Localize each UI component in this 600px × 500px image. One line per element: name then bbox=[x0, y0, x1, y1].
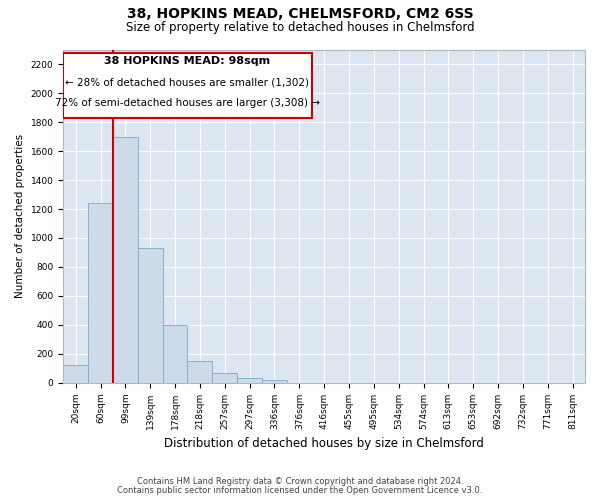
Text: 72% of semi-detached houses are larger (3,308) →: 72% of semi-detached houses are larger (… bbox=[55, 98, 320, 108]
Text: Contains public sector information licensed under the Open Government Licence v3: Contains public sector information licen… bbox=[118, 486, 482, 495]
Text: Contains HM Land Registry data © Crown copyright and database right 2024.: Contains HM Land Registry data © Crown c… bbox=[137, 477, 463, 486]
Bar bbox=[237, 378, 262, 382]
Bar bbox=[262, 380, 287, 382]
Text: Size of property relative to detached houses in Chelmsford: Size of property relative to detached ho… bbox=[125, 21, 475, 34]
FancyBboxPatch shape bbox=[63, 53, 312, 118]
Bar bbox=[187, 361, 212, 382]
Bar bbox=[113, 137, 138, 382]
Bar bbox=[88, 204, 113, 382]
Text: ← 28% of detached houses are smaller (1,302): ← 28% of detached houses are smaller (1,… bbox=[65, 78, 310, 88]
Text: 38, HOPKINS MEAD, CHELMSFORD, CM2 6SS: 38, HOPKINS MEAD, CHELMSFORD, CM2 6SS bbox=[127, 8, 473, 22]
Bar bbox=[63, 365, 88, 382]
Y-axis label: Number of detached properties: Number of detached properties bbox=[15, 134, 25, 298]
Bar bbox=[212, 373, 237, 382]
Bar bbox=[163, 324, 187, 382]
Bar bbox=[138, 248, 163, 382]
Text: 38 HOPKINS MEAD: 98sqm: 38 HOPKINS MEAD: 98sqm bbox=[104, 56, 271, 66]
X-axis label: Distribution of detached houses by size in Chelmsford: Distribution of detached houses by size … bbox=[164, 437, 484, 450]
